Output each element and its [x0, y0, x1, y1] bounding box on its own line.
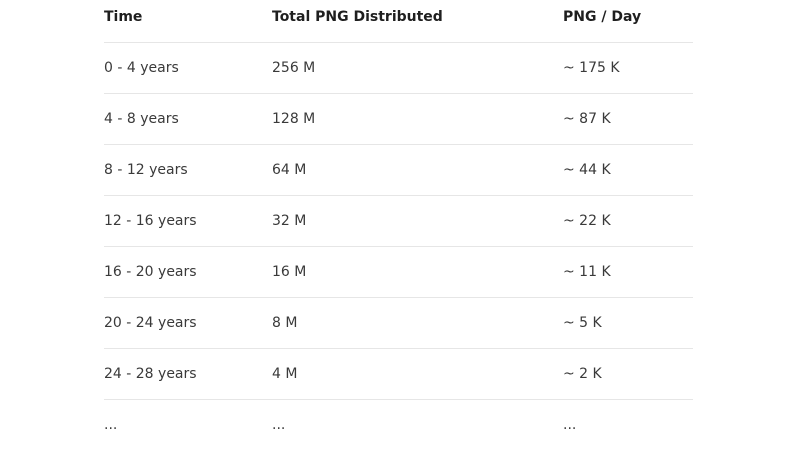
table-row: 16 - 20 years 16 M ~ 11 K — [104, 246, 693, 298]
cell-total: 64 M — [272, 144, 563, 196]
cell-time: ... — [104, 416, 118, 433]
table-header-row: Time Total PNG Distributed PNG / Day — [104, 0, 693, 43]
cell-per-day: ~ 11 K — [563, 246, 693, 298]
table-row: 8 - 12 years 64 M ~ 44 K — [104, 144, 693, 196]
header-per-day: PNG / Day — [563, 0, 693, 43]
cell-per-day: ... — [563, 416, 577, 433]
cell-total: 256 M — [272, 42, 563, 94]
cell-per-day: ~ 87 K — [563, 93, 693, 145]
table-row: 4 - 8 years 128 M ~ 87 K — [104, 93, 693, 145]
table-row: 20 - 24 years 8 M ~ 5 K — [104, 297, 693, 349]
cell-total: 4 M — [272, 348, 563, 400]
cell-total: 16 M — [272, 246, 563, 298]
table-row: 12 - 16 years 32 M ~ 22 K — [104, 195, 693, 247]
header-time: Time — [104, 0, 272, 43]
table-row: ... ... ... — [104, 399, 693, 450]
cell-time: 4 - 8 years — [104, 93, 272, 145]
cell-time: 0 - 4 years — [104, 42, 272, 94]
cell-total: 32 M — [272, 195, 563, 247]
cell-per-day: ~ 44 K — [563, 144, 693, 196]
cell-time: 12 - 16 years — [104, 195, 272, 247]
distribution-table: Time Total PNG Distributed PNG / Day 0 -… — [104, 0, 693, 450]
cell-total: 8 M — [272, 297, 563, 349]
distribution-table-container: Time Total PNG Distributed PNG / Day 0 -… — [104, 0, 693, 450]
cell-time: 20 - 24 years — [104, 297, 272, 349]
cell-time: 8 - 12 years — [104, 144, 272, 196]
cell-time: 24 - 28 years — [104, 348, 272, 400]
cell-per-day: ~ 2 K — [563, 348, 693, 400]
cell-total: ... — [272, 416, 286, 433]
cell-time: 16 - 20 years — [104, 246, 272, 298]
cell-per-day: ~ 5 K — [563, 297, 693, 349]
cell-per-day: ~ 22 K — [563, 195, 693, 247]
table-row: 24 - 28 years 4 M ~ 2 K — [104, 348, 693, 400]
table-row: 0 - 4 years 256 M ~ 175 K — [104, 42, 693, 94]
header-total-distributed: Total PNG Distributed — [272, 0, 563, 43]
cell-per-day: ~ 175 K — [563, 42, 693, 94]
cell-total: 128 M — [272, 93, 563, 145]
